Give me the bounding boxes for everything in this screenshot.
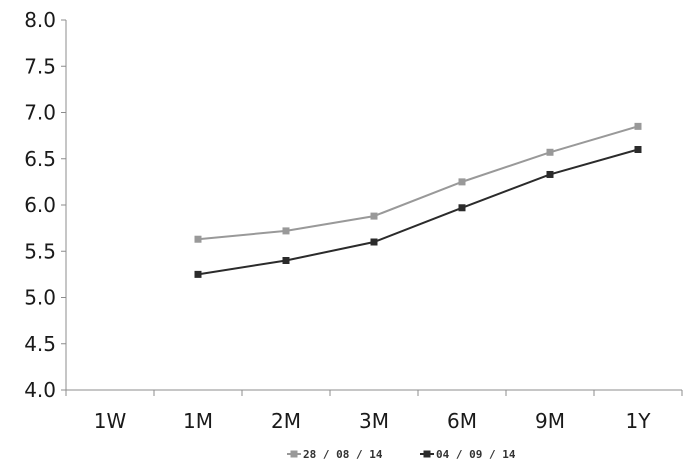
chart-legend: 28 / 08 / 14 04 / 09 / 14 xyxy=(287,448,516,461)
chart-axes xyxy=(65,20,682,391)
data-point xyxy=(634,122,642,130)
x-axis-ticks: 1W 1M 2M 3M 6M 9M 1Y xyxy=(65,390,683,433)
data-point xyxy=(194,235,202,243)
y-tick-label: 6.0 xyxy=(24,193,56,217)
x-tick-label: 1M xyxy=(183,409,213,433)
y-tick-label: 8.0 xyxy=(24,8,56,32)
y-tick-label: 7.5 xyxy=(24,54,56,78)
x-tick-label: 3M xyxy=(359,409,389,433)
x-tick-label: 1W xyxy=(94,409,127,433)
y-tick-label: 4.0 xyxy=(24,378,56,402)
y-tick-label: 4.5 xyxy=(24,332,56,356)
data-point xyxy=(194,270,202,278)
chart-series xyxy=(194,122,642,278)
y-tick-label: 6.5 xyxy=(24,147,56,171)
data-point xyxy=(370,238,378,246)
y-axis-ticks: 4.0 4.5 5.0 5.5 6.0 6.5 7.0 7.5 8.0 xyxy=(24,8,66,402)
data-point xyxy=(282,257,290,264)
data-point xyxy=(458,178,466,186)
data-point xyxy=(634,146,642,153)
series-line xyxy=(197,148,639,276)
data-point xyxy=(546,148,554,156)
legend-marker xyxy=(290,450,298,458)
series-1 xyxy=(194,122,642,243)
legend-item: 04 / 09 / 14 xyxy=(420,448,516,461)
data-point xyxy=(282,227,290,235)
data-point xyxy=(546,170,554,178)
legend-label: 28 / 08 / 14 xyxy=(303,448,383,461)
series-2 xyxy=(194,146,642,278)
x-tick-label: 1Y xyxy=(626,409,652,433)
data-point xyxy=(458,204,466,212)
x-tick-label: 9M xyxy=(535,409,565,433)
y-tick-label: 7.0 xyxy=(24,101,56,125)
y-tick-label: 5.0 xyxy=(24,286,56,310)
legend-marker xyxy=(423,450,431,458)
legend-item: 28 / 08 / 14 xyxy=(287,448,383,461)
x-tick-label: 2M xyxy=(271,409,301,433)
data-point xyxy=(370,212,378,220)
series-line xyxy=(197,125,639,241)
legend-label: 04 / 09 / 14 xyxy=(436,448,516,461)
y-tick-label: 5.5 xyxy=(24,239,56,263)
x-tick-label: 6M xyxy=(447,409,477,433)
